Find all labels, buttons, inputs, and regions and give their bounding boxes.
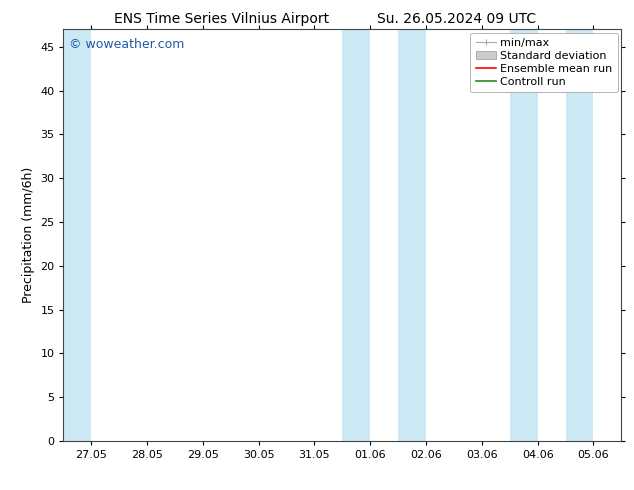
Bar [63, 29, 91, 441]
Text: Su. 26.05.2024 09 UTC: Su. 26.05.2024 09 UTC [377, 12, 536, 26]
Text: ENS Time Series Vilnius Airport: ENS Time Series Vilnius Airport [114, 12, 330, 26]
Bar [398, 29, 426, 441]
Bar [566, 29, 593, 441]
Text: © woweather.com: © woweather.com [69, 38, 184, 50]
Legend: min/max, Standard deviation, Ensemble mean run, Controll run: min/max, Standard deviation, Ensemble me… [470, 33, 618, 92]
Bar [510, 29, 538, 441]
Y-axis label: Precipitation (mm/6h): Precipitation (mm/6h) [22, 167, 35, 303]
Bar [342, 29, 370, 441]
